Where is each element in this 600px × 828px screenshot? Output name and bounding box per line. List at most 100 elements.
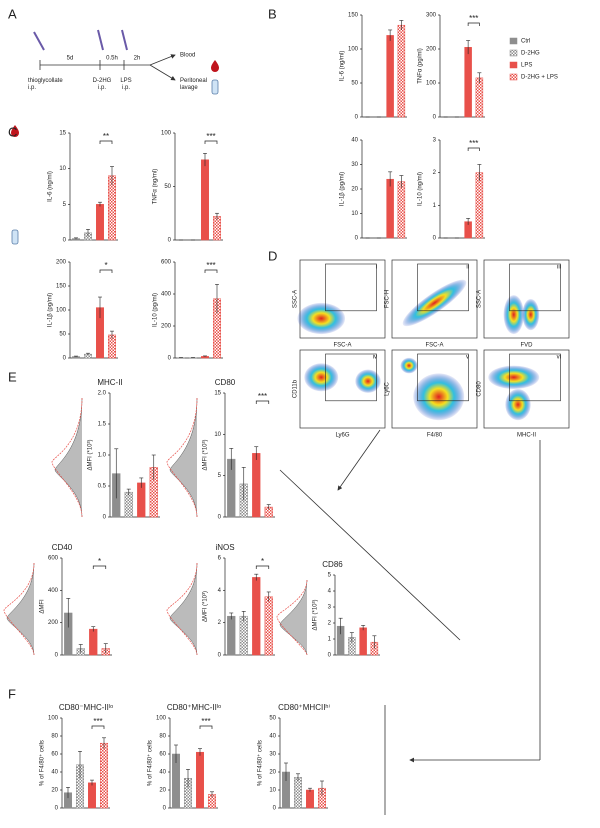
flow-x-label: F4/80 (427, 433, 443, 439)
timeline-text: LPS i.p. (120, 78, 131, 91)
y-axis-label: IL-1β (pg/ml) (48, 293, 54, 327)
bar (386, 35, 394, 118)
y-tick-label: 100 (348, 47, 359, 53)
y-tick-label: 50 (164, 184, 171, 190)
y-tick-label: 1.0 (98, 453, 107, 459)
timeline-text: D-2HG i.p. (93, 78, 112, 91)
chart-title: CD80⁺MHCIIʰⁱ (278, 703, 330, 712)
y-tick-label: 0 (168, 356, 172, 362)
significance-label: ** (103, 132, 109, 141)
y-tick-label: 0 (355, 115, 359, 121)
y-tick-label: 60 (51, 752, 58, 758)
significance-label: *** (258, 392, 267, 401)
bar (252, 577, 261, 656)
timeline-text: thioglycollate i.p. (28, 78, 63, 91)
y-tick-label: 600 (48, 556, 59, 562)
chart-title: CD80⁻MHC-IIˡᵒ (59, 703, 113, 712)
y-tick-label: 40 (159, 770, 166, 776)
significance-label: *** (469, 139, 478, 148)
y-tick-label: 600 (161, 260, 172, 266)
bar (89, 628, 98, 656)
legend-label: D-2HG + LPS (521, 75, 558, 81)
y-tick-label: 0 (218, 653, 222, 659)
flow-gate (417, 353, 469, 402)
bar (294, 777, 302, 809)
flow-y-label: CD80 (477, 381, 483, 397)
panel-label: B (268, 6, 277, 21)
significance-bracket (199, 725, 213, 729)
y-tick-label: 10 (214, 432, 221, 438)
flow-density (402, 279, 467, 327)
flow-y-label: CD11b (293, 379, 299, 398)
y-tick-label: 20 (51, 788, 58, 794)
y-tick-label: 10 (269, 788, 276, 794)
density-curve (169, 562, 198, 656)
y-tick-label: 100 (426, 81, 437, 87)
legend-swatch (509, 49, 518, 57)
flow-plot (483, 349, 570, 429)
chart-title: CD80 (215, 378, 236, 387)
y-tick-label: 80 (159, 734, 166, 740)
y-tick-label: 30 (351, 162, 358, 168)
significance-bracket (467, 22, 480, 26)
y-axis-label: ΔMFI (*10³) (203, 591, 209, 622)
significance-label: * (104, 261, 107, 270)
y-axis-label: TNFα (ng/ml) (153, 169, 159, 204)
y-axis-label: TNFα (pg/ml) (418, 48, 424, 83)
bar (108, 175, 116, 241)
flow-x-label: MHC-II (517, 433, 536, 439)
y-tick-label: 200 (161, 324, 172, 330)
y-tick-label: 10 (351, 211, 358, 217)
y-axis-label: ΔMFI (40, 599, 46, 614)
flow-y-label: FSC-H (385, 290, 391, 308)
flow-gate (325, 263, 377, 312)
flow-panel-label: ii (466, 265, 469, 271)
density-curve (3, 562, 35, 656)
bar (227, 615, 236, 656)
bar (239, 615, 248, 656)
bar (397, 181, 406, 239)
density-curve (169, 397, 198, 518)
y-tick-label: 5 (218, 473, 222, 479)
panel-label: E (8, 369, 17, 384)
bar (475, 77, 484, 118)
timeline-text: 0.5h (106, 56, 118, 62)
y-tick-label: 0 (328, 653, 332, 659)
chart-title: MHC-II (97, 378, 122, 387)
bar (252, 453, 261, 518)
y-tick-label: 150 (348, 13, 359, 19)
flow-panel-label: vi (557, 355, 561, 361)
flow-gate (509, 353, 561, 402)
bar (464, 47, 472, 118)
flow-x-label: FSC-A (334, 343, 352, 349)
flow-density (400, 357, 418, 374)
y-axis-label: IL-6 (ng/ml) (340, 51, 346, 82)
bar (100, 742, 108, 809)
chart-title: CD86 (322, 560, 343, 569)
flow-density (488, 365, 540, 389)
density-curve (54, 397, 83, 518)
legend-swatch (509, 37, 518, 45)
panel-label: F (8, 686, 16, 701)
significance-bracket (99, 269, 113, 273)
y-tick-label: 0 (433, 236, 437, 242)
y-tick-label: 100 (156, 716, 167, 722)
y-axis-label: ΔMFI (*10³) (203, 439, 209, 470)
density-curve (279, 579, 308, 656)
y-tick-label: 200 (426, 47, 437, 53)
y-tick-label: 6 (218, 556, 222, 562)
significance-bracket (92, 565, 107, 569)
significance-label: *** (201, 717, 210, 726)
significance-bracket (204, 140, 218, 144)
panel-label: D (268, 248, 277, 263)
y-tick-label: 0 (63, 356, 67, 362)
flow-panel-label: iv (373, 355, 377, 361)
bar (137, 482, 146, 518)
flow-y-label: SSC-A (477, 290, 483, 308)
y-tick-label: 0 (273, 806, 277, 812)
bar (306, 789, 314, 809)
y-tick-label: 300 (426, 13, 437, 19)
y-tick-label: 0 (218, 515, 222, 521)
y-axis-label: % of F4/80⁺ cells (39, 740, 46, 786)
